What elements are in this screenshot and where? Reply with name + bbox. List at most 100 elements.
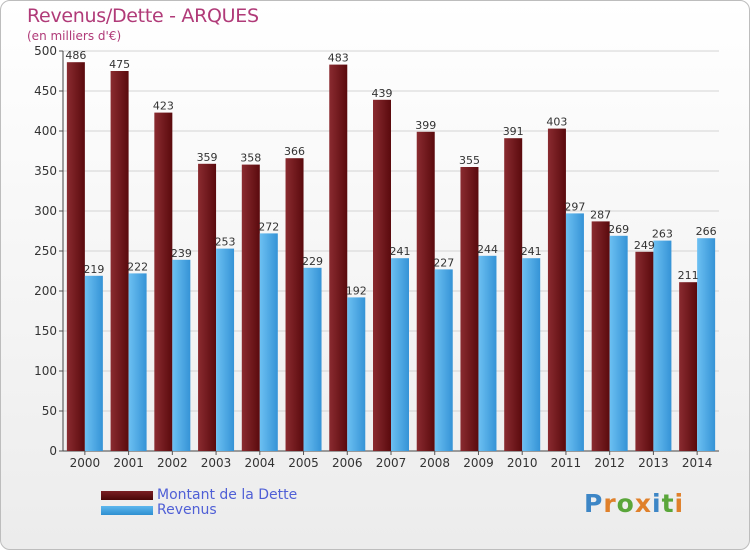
y-tick-label: 100 (34, 364, 57, 378)
bar-dette (241, 164, 260, 451)
bar-dette (591, 221, 610, 451)
x-tick-label: 2011 (551, 456, 582, 470)
y-tick-label: 350 (34, 164, 57, 178)
x-tick-label: 2014 (682, 456, 713, 470)
data-label-revenus: 253 (215, 236, 236, 249)
bar-dette (679, 282, 698, 451)
data-label-dette: 475 (109, 58, 130, 71)
data-label-revenus: 272 (258, 220, 279, 233)
logo-letter: o (616, 489, 635, 518)
x-tick-label: 2000 (70, 456, 101, 470)
bar-revenus (522, 258, 541, 451)
data-label-revenus: 227 (433, 256, 454, 269)
bar-revenus (565, 213, 584, 451)
chart-title: Revenus/Dette - ARQUES (27, 5, 259, 27)
data-label-dette: 358 (240, 152, 261, 165)
data-label-dette: 399 (415, 119, 436, 132)
x-tick-label: 2002 (157, 456, 188, 470)
data-label-revenus: 222 (127, 260, 148, 273)
data-label-revenus: 219 (83, 263, 104, 276)
legend-swatch-revenus (101, 506, 153, 515)
bar-dette (635, 251, 654, 451)
bar-revenus (347, 297, 366, 451)
x-tick-label: 2007 (376, 456, 407, 470)
bar-dette (504, 138, 523, 451)
data-label-revenus: 244 (477, 243, 498, 256)
bar-revenus (391, 258, 409, 451)
legend-label-revenus: Revenus (157, 502, 217, 518)
y-tick-label: 200 (34, 284, 57, 298)
y-tick-label: 50 (42, 404, 57, 418)
x-tick-label: 2012 (594, 456, 625, 470)
bar-revenus (303, 267, 322, 451)
logo-letter: i (652, 489, 662, 518)
bar-revenus (653, 240, 672, 451)
bar-revenus (697, 238, 716, 451)
data-label-revenus: 192 (346, 284, 367, 297)
bar-dette (285, 158, 304, 451)
x-tick-label: 2003 (201, 456, 232, 470)
y-tick-label: 400 (34, 124, 57, 138)
bar-dette (373, 99, 391, 452)
data-label-dette: 211 (678, 269, 699, 282)
y-tick-label: 300 (34, 204, 57, 218)
proxiti-logo: Proxiti (584, 489, 684, 518)
x-tick-label: 2009 (463, 456, 494, 470)
bar-dette (110, 71, 129, 451)
data-label-revenus: 229 (302, 255, 323, 268)
x-tick-label: 2004 (245, 456, 276, 470)
y-tick-label: 500 (34, 44, 57, 58)
x-tick-label: 2010 (507, 456, 538, 470)
logo-letter: P (584, 489, 604, 518)
x-tick-label: 2005 (288, 456, 319, 470)
data-label-dette: 249 (634, 239, 655, 252)
bar-revenus (216, 248, 235, 451)
bar-dette (329, 64, 348, 451)
bar-dette (547, 128, 566, 451)
data-label-revenus: 269 (608, 223, 629, 236)
chart-subtitle: (en milliers d'€) (27, 29, 122, 43)
data-label-dette: 439 (372, 87, 393, 100)
y-tick-label: 0 (49, 444, 57, 458)
bar-revenus (609, 235, 628, 451)
bar-revenus (478, 255, 497, 451)
bar-dette (198, 163, 217, 452)
data-label-dette: 483 (328, 52, 349, 65)
bar-revenus (434, 269, 453, 451)
legend-label-dette: Montant de la Dette (157, 487, 298, 503)
x-tick-label: 2008 (419, 456, 450, 470)
bar-revenus (84, 275, 103, 451)
x-tick-label: 2001 (113, 456, 144, 470)
logo-letter: t (661, 489, 675, 518)
bar-dette (66, 62, 85, 451)
bar-dette (154, 112, 173, 451)
legend-swatch-dette (101, 491, 153, 500)
y-tick-label: 150 (34, 324, 57, 338)
data-label-dette: 355 (459, 154, 480, 167)
data-label-revenus: 266 (696, 225, 717, 238)
bar-revenus (128, 273, 147, 451)
data-label-dette: 366 (284, 145, 305, 158)
x-tick-label: 2013 (638, 456, 669, 470)
x-tick-label: 2006 (332, 456, 363, 470)
data-label-dette: 359 (197, 151, 218, 164)
bar-revenus (172, 259, 191, 451)
data-label-dette: 486 (65, 49, 86, 62)
logo-letter: i (674, 489, 685, 518)
bar-dette (460, 167, 479, 451)
y-tick-label: 250 (34, 244, 57, 258)
data-label-dette: 287 (590, 208, 611, 221)
data-label-dette: 423 (153, 100, 174, 113)
data-label-revenus: 241 (390, 245, 411, 258)
logo-letter: r (603, 489, 617, 518)
data-label-revenus: 241 (521, 245, 542, 258)
y-tick-label: 450 (34, 84, 57, 98)
data-label-dette: 403 (546, 116, 567, 129)
data-label-revenus: 297 (564, 200, 585, 213)
bar-dette (416, 131, 435, 452)
data-label-revenus: 263 (652, 228, 673, 241)
logo-letter: x (634, 489, 652, 518)
bar-revenus (259, 233, 278, 451)
